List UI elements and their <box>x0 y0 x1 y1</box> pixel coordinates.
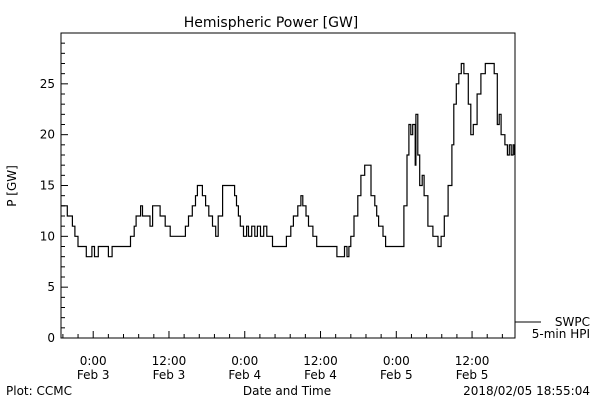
y-tick-label: 0 <box>47 331 55 345</box>
chart-title: Hemispheric Power [GW] <box>184 15 359 31</box>
x-tick-time-label: 0:00 <box>383 354 410 368</box>
plot-frame <box>60 32 516 339</box>
x-tick-date-label: Feb 3 <box>153 368 186 382</box>
plot-timestamp: 2018/02/05 18:55:04 <box>463 384 590 398</box>
y-tick-label: 10 <box>40 229 55 243</box>
y-axis-label: P [GW] <box>5 165 19 207</box>
x-axis-label: Date and Time <box>243 384 331 398</box>
y-tick-label: 25 <box>40 77 55 91</box>
legend-label: 5-min HPI <box>532 327 590 341</box>
hpi-series-line <box>61 62 515 258</box>
x-tick-time-label: 12:00 <box>152 354 187 368</box>
x-tick-date-label: Feb 4 <box>228 368 261 382</box>
x-tick-time-label: 0:00 <box>80 354 107 368</box>
y-tick-label: 20 <box>40 128 55 142</box>
plot-credit: Plot: CCMC <box>6 384 72 398</box>
y-axis: 0 5 10 15 20 25 <box>40 32 68 345</box>
series-layer <box>61 62 515 258</box>
x-tick-time-label: 0:00 <box>231 354 258 368</box>
y-tick-label: 15 <box>40 179 55 193</box>
y-tick-label: 5 <box>47 280 55 294</box>
x-tick-date-label: Feb 4 <box>304 368 337 382</box>
x-tick-time-label: 12:00 <box>455 354 490 368</box>
x-tick-date-label: Feb 5 <box>456 368 489 382</box>
x-tick-time-label: 12:00 <box>303 354 338 368</box>
legend-source: SWPC <box>555 315 590 329</box>
x-tick-date-label: Feb 3 <box>77 368 110 382</box>
x-tick-date-label: Feb 5 <box>380 368 413 382</box>
